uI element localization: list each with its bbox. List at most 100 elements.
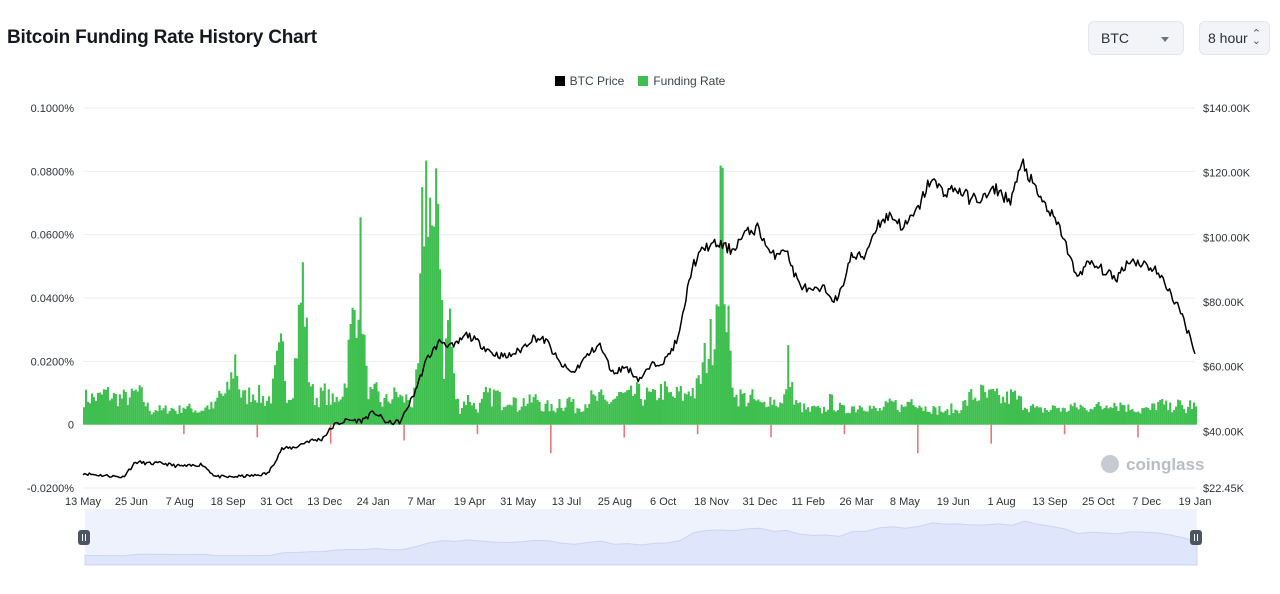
funding-bar: [548, 411, 551, 425]
funding-bar: [626, 390, 629, 425]
funding-bar: [439, 269, 442, 425]
funding-bar: [1019, 396, 1023, 425]
funding-bar: [289, 399, 292, 425]
funding-bar-negative: [623, 424, 626, 438]
funding-bar: [896, 409, 899, 425]
funding-bar: [1139, 413, 1142, 425]
funding-bar: [389, 403, 392, 425]
funding-bar: [659, 383, 662, 425]
navigator-handle-right[interactable]: [1190, 530, 1202, 545]
funding-bar: [606, 401, 609, 425]
funding-bar: [1073, 402, 1076, 425]
funding-bar: [944, 410, 947, 425]
funding-bar: [669, 391, 672, 425]
coin-select[interactable]: BTC: [1088, 21, 1184, 55]
funding-bar: [779, 402, 782, 425]
funding-bar: [1037, 407, 1040, 425]
funding-bar: [681, 400, 684, 425]
legend-item-btc-price[interactable]: BTC Price: [554, 74, 625, 88]
funding-bar: [102, 389, 105, 425]
legend-label: Funding Rate: [653, 74, 726, 88]
funding-bar: [285, 402, 289, 425]
funding-bar: [721, 167, 724, 425]
funding-bar: [484, 386, 487, 425]
page-title: Bitcoin Funding Rate History Chart: [7, 27, 317, 48]
funding-bar: [783, 394, 786, 425]
funding-bar: [401, 396, 404, 425]
funding-bar: [367, 399, 370, 425]
funding-bar: [807, 407, 810, 425]
funding-bar: [958, 413, 961, 425]
range-navigator[interactable]: [78, 509, 1202, 566]
funding-bar: [1015, 399, 1019, 425]
funding-bar: [785, 389, 788, 425]
funding-bar: [411, 407, 414, 425]
funding-bar: [705, 373, 708, 425]
funding-bar: [813, 405, 816, 425]
funding-bar: [476, 412, 479, 425]
funding-bar: [1119, 402, 1122, 425]
funding-bar: [697, 375, 700, 425]
funding-bar: [228, 389, 231, 425]
funding-bar: [624, 392, 627, 425]
funding-bar: [960, 410, 963, 425]
funding-bar: [884, 401, 887, 425]
funding-bar: [443, 379, 446, 425]
left-tick-label: 0: [68, 420, 74, 432]
x-tick-label: 13 May: [65, 496, 102, 508]
funding-bar: [130, 388, 133, 425]
funding-bar: [1129, 410, 1132, 425]
funding-bar: [1159, 399, 1162, 425]
funding-bar: [250, 401, 253, 425]
funding-bar: [854, 412, 857, 425]
funding-bar: [526, 403, 529, 425]
funding-bar: [1006, 391, 1009, 425]
funding-bar: [1109, 407, 1112, 425]
funding-bar: [743, 393, 746, 425]
funding-bar: [419, 273, 422, 425]
funding-bar: [608, 404, 611, 425]
funding-bar-negative: [1137, 424, 1139, 438]
funding-bar: [106, 387, 109, 425]
funding-bar: [1011, 391, 1015, 425]
funding-bar: [749, 394, 752, 425]
funding-bar: [204, 407, 207, 425]
funding-bar: [564, 407, 567, 425]
funding-bar: [238, 389, 241, 425]
funding-bar: [264, 405, 267, 425]
right-tick-label: $22.45K: [1203, 483, 1245, 495]
funding-bar: [1077, 409, 1080, 425]
funding-bar: [848, 413, 851, 425]
funding-bar: [1055, 408, 1058, 425]
funding-bar: [212, 408, 215, 425]
funding-bar: [824, 411, 828, 425]
funding-bar: [729, 350, 732, 425]
funding-bar: [550, 403, 553, 425]
legend-label: BTC Price: [569, 74, 625, 88]
funding-bar: [826, 409, 830, 425]
interval-select[interactable]: 8 hour ⌃ ⌄: [1199, 21, 1270, 55]
funding-bar: [952, 412, 955, 425]
funding-bar: [741, 393, 744, 425]
funding-bar: [727, 305, 730, 425]
navigator-handle-left[interactable]: [78, 530, 90, 545]
funding-bar: [950, 403, 953, 425]
funding-bar: [1021, 409, 1025, 425]
right-tick-label: $40.00K: [1203, 426, 1245, 438]
funding-bar: [1101, 409, 1104, 425]
funding-bar: [834, 411, 838, 425]
funding-bar: [828, 393, 832, 425]
funding-bar: [309, 386, 312, 425]
x-tick-label: 6 Oct: [650, 496, 676, 508]
funding-bar: [1031, 404, 1034, 425]
legend-item-funding-rate[interactable]: Funding Rate: [638, 74, 725, 88]
funding-bar: [560, 407, 563, 425]
funding-bar: [279, 333, 283, 425]
funding-bar: [970, 389, 973, 425]
funding-bar: [353, 309, 356, 425]
funding-bar: [260, 402, 263, 425]
funding-bar: [1051, 405, 1054, 425]
funding-bar: [170, 407, 173, 425]
x-tick-label: 13 Jul: [552, 496, 581, 508]
funding-bar: [832, 410, 836, 425]
